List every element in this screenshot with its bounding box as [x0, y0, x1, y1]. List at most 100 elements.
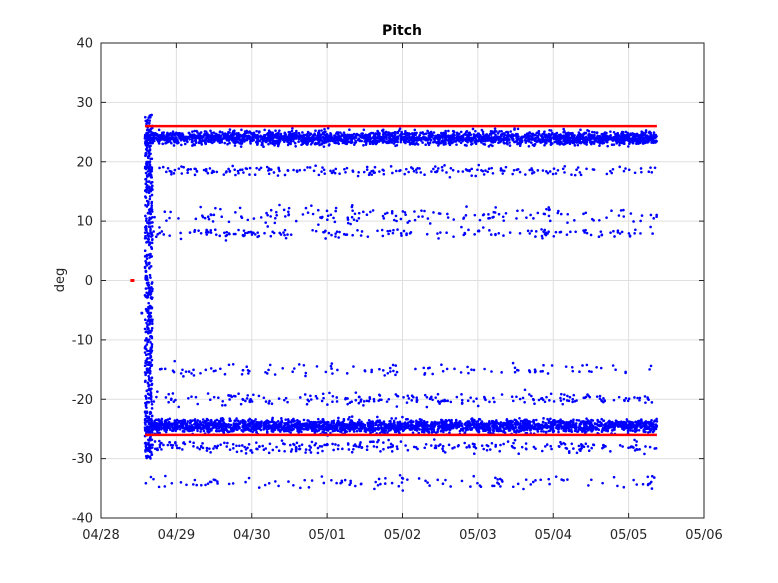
- data-point: [145, 321, 148, 325]
- data-point: [147, 301, 150, 305]
- data-point: [180, 165, 183, 168]
- data-point: [530, 394, 533, 398]
- data-point: [562, 143, 566, 146]
- data-point: [518, 232, 522, 235]
- data-point: [219, 367, 222, 371]
- data-point: [506, 133, 510, 137]
- data-point: [440, 131, 443, 135]
- data-point: [165, 133, 169, 137]
- data-point: [331, 400, 334, 403]
- data-point: [576, 143, 580, 147]
- data-point: [146, 155, 150, 158]
- data-point: [406, 394, 410, 398]
- data-point: [146, 331, 150, 335]
- data-point: [150, 318, 153, 321]
- data-point: [238, 141, 241, 145]
- data-point: [556, 168, 560, 172]
- data-point: [544, 141, 548, 145]
- data-point: [443, 164, 446, 167]
- data-point: [592, 219, 595, 222]
- data-point: [371, 142, 375, 146]
- data-point: [204, 169, 208, 173]
- data-point: [444, 129, 447, 133]
- data-point: [173, 359, 177, 363]
- data-point: [205, 233, 209, 236]
- data-point: [304, 371, 308, 375]
- data-point: [383, 374, 386, 377]
- data-point: [587, 370, 591, 373]
- data-point: [533, 402, 536, 406]
- data-point: [539, 141, 543, 144]
- data-point: [642, 140, 645, 144]
- data-point: [633, 396, 636, 399]
- data-point: [423, 209, 426, 213]
- data-point: [342, 131, 346, 134]
- data-point: [468, 168, 471, 172]
- data-point: [297, 363, 301, 366]
- data-point: [144, 153, 147, 157]
- data-point: [476, 229, 480, 233]
- data-point: [433, 140, 437, 144]
- data-point: [405, 232, 408, 235]
- data-point: [559, 396, 562, 400]
- data-point: [423, 173, 426, 177]
- data-point: [399, 232, 403, 235]
- data-point: [632, 139, 636, 143]
- data-point: [502, 219, 506, 222]
- data-point: [257, 394, 261, 398]
- data-point: [152, 230, 155, 233]
- data-point: [273, 221, 277, 225]
- data-point: [284, 136, 288, 140]
- data-point: [613, 235, 616, 238]
- data-point: [148, 195, 152, 198]
- data-point: [493, 400, 496, 404]
- data-point: [199, 371, 202, 375]
- data-point: [161, 142, 164, 146]
- data-point: [417, 215, 420, 218]
- data-point: [147, 374, 150, 378]
- data-point: [286, 233, 289, 236]
- data-point: [465, 205, 468, 208]
- data-point: [471, 127, 475, 131]
- data-point: [331, 139, 335, 143]
- data-point: [647, 398, 650, 401]
- data-point: [234, 173, 237, 177]
- data-point: [562, 397, 566, 401]
- data-point: [410, 142, 414, 145]
- data-point: [446, 399, 450, 403]
- data-point: [383, 212, 387, 216]
- data-point: [242, 136, 246, 139]
- data-point: [143, 136, 147, 140]
- data-point: [150, 233, 154, 236]
- data-point: [343, 167, 346, 171]
- data-point: [297, 131, 301, 135]
- data-point: [598, 397, 602, 400]
- data-point: [146, 295, 150, 299]
- data-point: [509, 135, 513, 139]
- data-point: [384, 131, 388, 134]
- data-point: [448, 175, 452, 179]
- data-point: [368, 142, 372, 146]
- data-point: [305, 136, 309, 140]
- data-point: [209, 231, 213, 234]
- data-point: [437, 400, 441, 404]
- data-point: [330, 233, 333, 237]
- data-point: [306, 166, 309, 169]
- data-point: [362, 400, 366, 403]
- data-point: [214, 369, 217, 372]
- data-point: [456, 138, 460, 142]
- data-point: [450, 138, 453, 141]
- data-point: [249, 230, 253, 234]
- data-point: [416, 166, 419, 170]
- data-point: [416, 143, 420, 146]
- data-point: [650, 139, 653, 142]
- data-point: [415, 138, 418, 142]
- data-point: [264, 140, 268, 144]
- data-point: [279, 132, 283, 136]
- data-point: [284, 236, 288, 240]
- data-point: [150, 201, 153, 205]
- data-point: [306, 211, 310, 214]
- data-point: [464, 137, 468, 141]
- data-point: [160, 367, 163, 371]
- data-point: [146, 237, 150, 241]
